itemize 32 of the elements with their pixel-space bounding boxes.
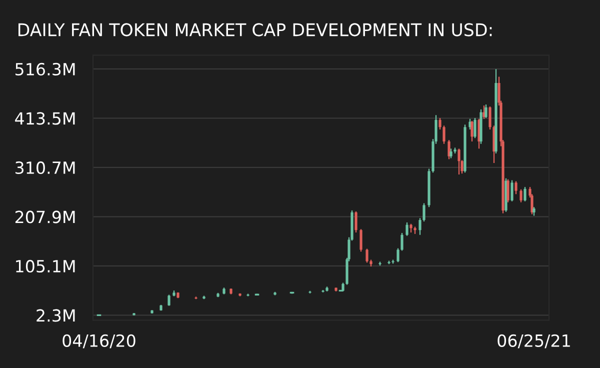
x-tick-label: 06/25/21 (498, 334, 570, 348)
candlestick (488, 106, 492, 130)
candlestick (514, 180, 518, 195)
candlestick (450, 148, 452, 159)
candlestick (438, 117, 442, 130)
candlestick (418, 218, 422, 236)
candlestick (510, 180, 514, 202)
chart-title: DAILY FAN TOKEN MARKET CAP DEVELOPMENT IN USD: (18, 23, 492, 36)
candlestick (520, 188, 522, 203)
candlestick (396, 248, 400, 263)
y-tick-label: 413.5M (15, 112, 75, 125)
candlestick (168, 294, 170, 306)
y-tick-label: 2.3M (36, 309, 75, 322)
y-tick-label: 105.1M (16, 260, 75, 273)
candlestick (366, 248, 368, 264)
candlestick (470, 120, 474, 142)
candlestick (400, 232, 404, 252)
candlestick (448, 139, 450, 160)
candlestick (354, 210, 358, 234)
x-tick-label: 04/16/20 (62, 334, 136, 348)
candlestick (506, 178, 510, 203)
y-tick-label: 516.3M (16, 62, 75, 76)
candlestick (524, 186, 526, 202)
candlestick (458, 148, 460, 176)
candlestick (422, 202, 426, 222)
y-tick-label: 207.9M (15, 210, 75, 224)
candlestick (442, 125, 446, 144)
candlestick (484, 104, 488, 119)
candlestick (360, 228, 362, 252)
y-tick-label: 310.7M (16, 161, 75, 174)
candlestick (474, 117, 476, 139)
candlestick (406, 222, 408, 236)
